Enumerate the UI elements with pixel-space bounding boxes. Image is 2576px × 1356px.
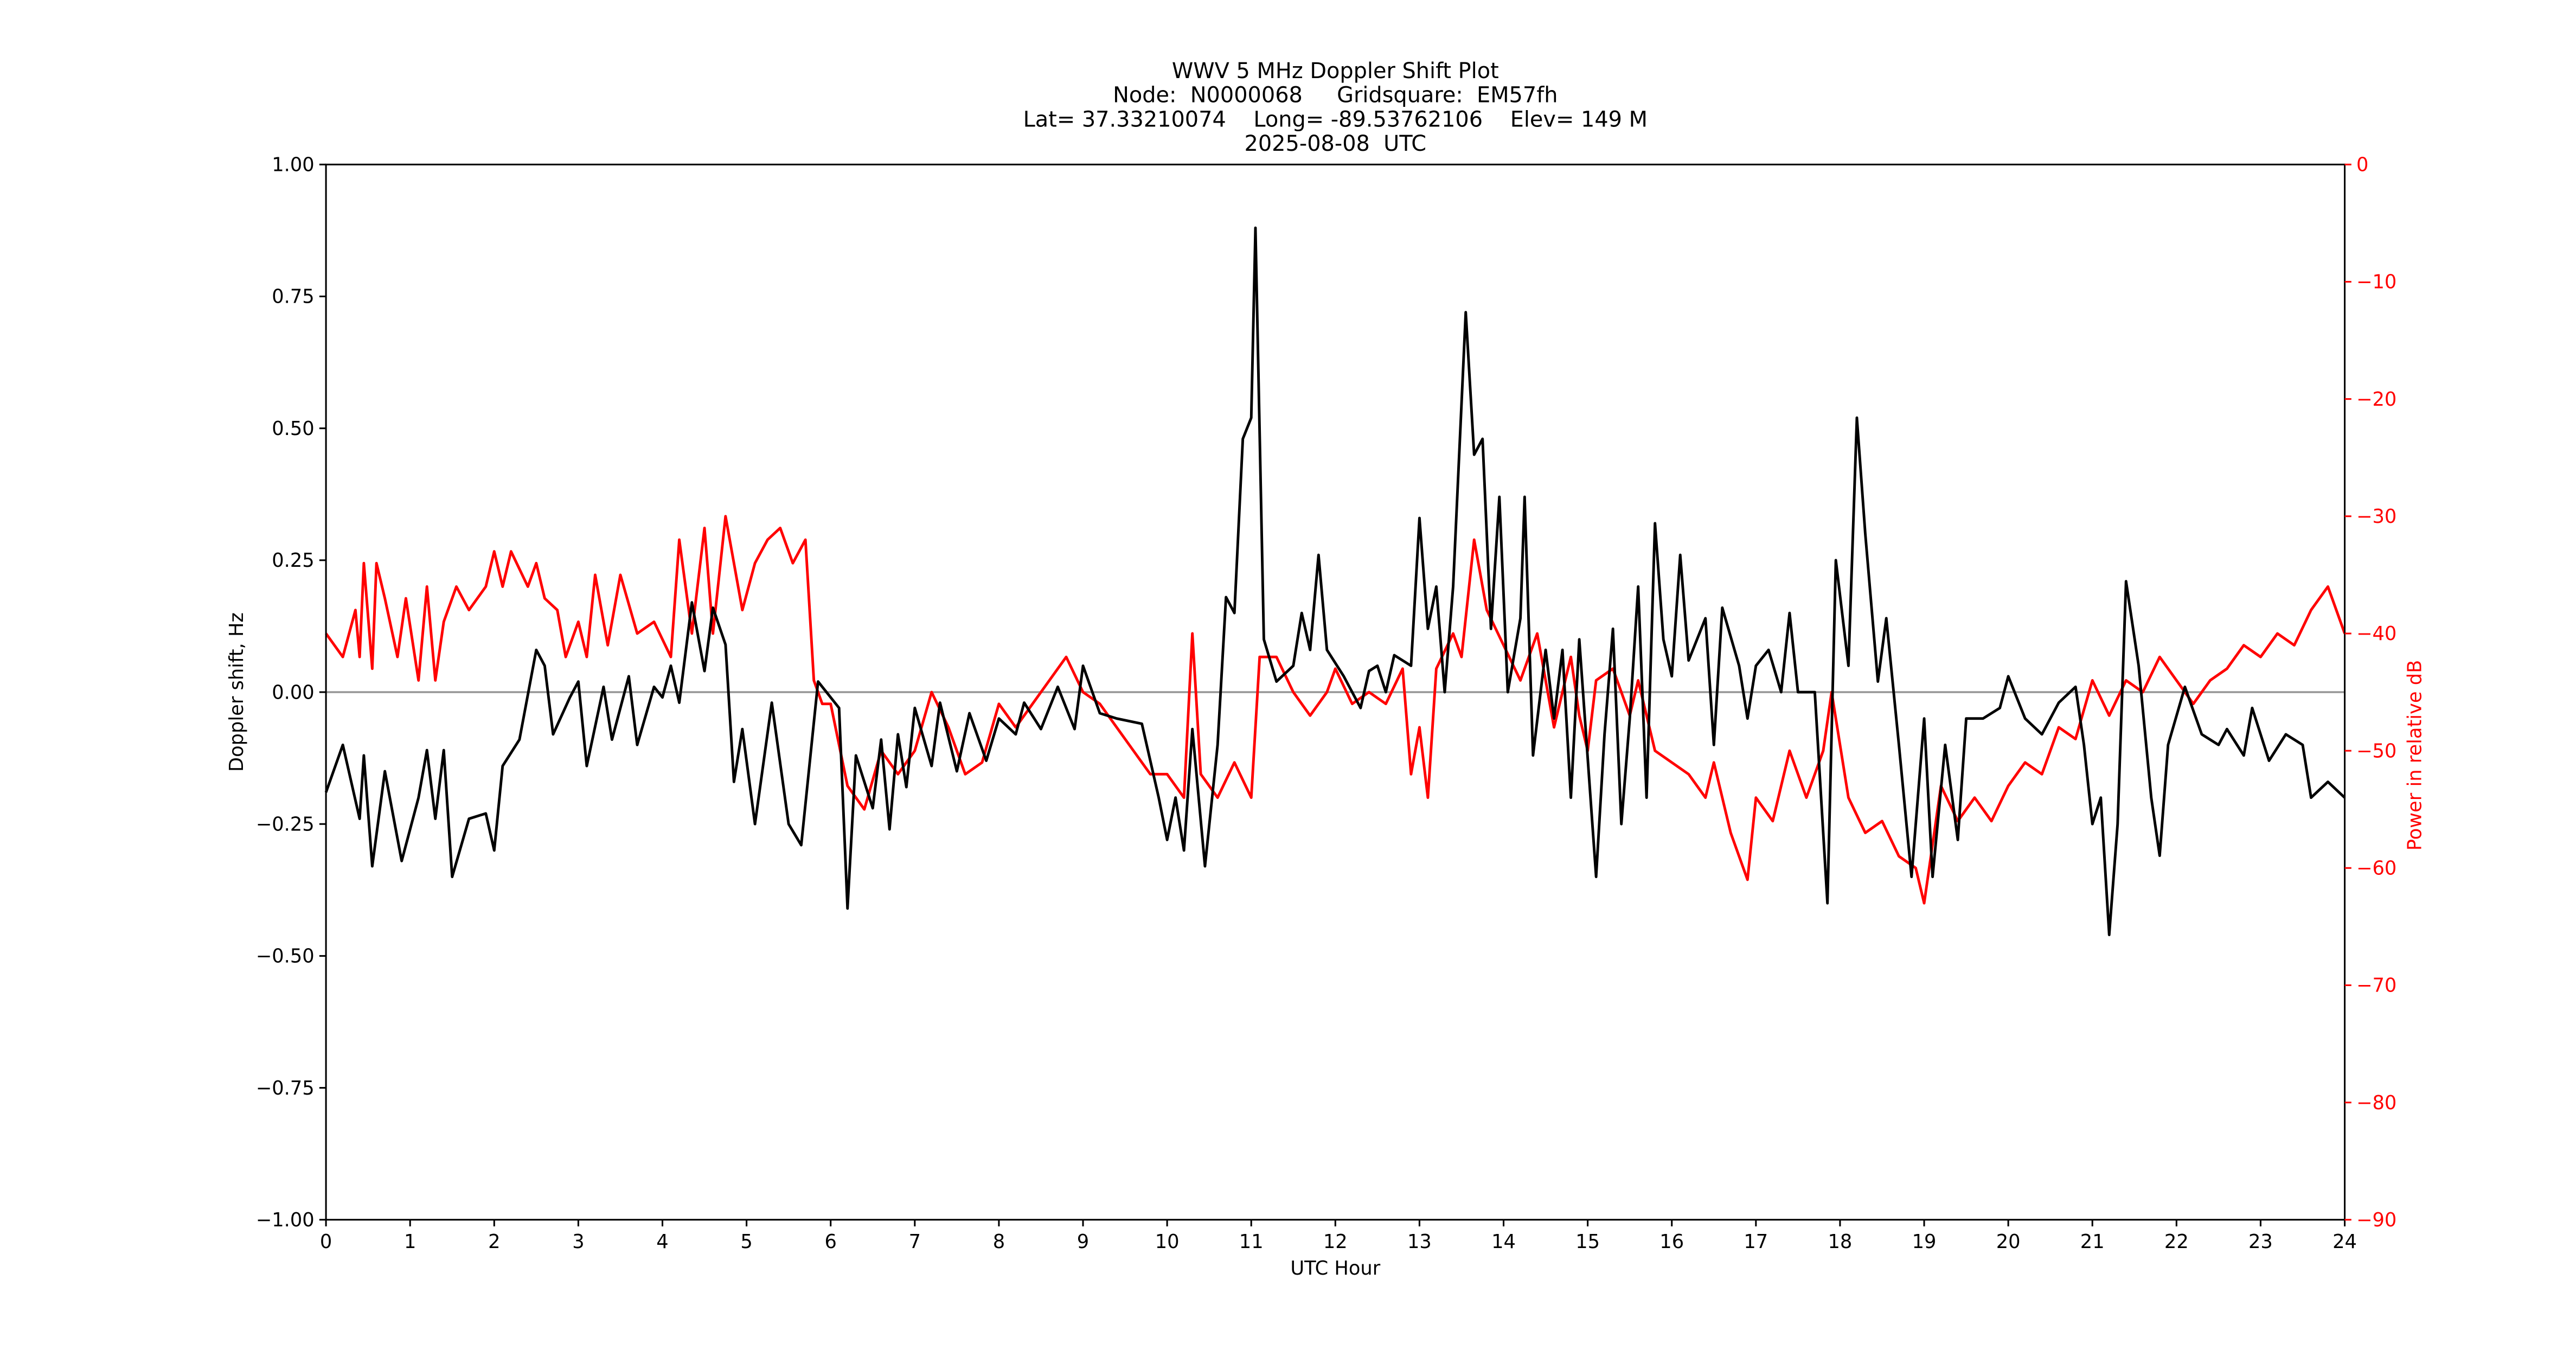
x-tick-label: 9 [1077,1231,1089,1253]
y2-tick-label: 0 [2356,154,2368,176]
x-tick-label: 7 [909,1231,921,1253]
x-tick-label: 14 [1491,1231,1516,1253]
y-tick-label: −0.50 [256,945,315,968]
y2-tick-label: −90 [2356,1209,2396,1231]
x-tick-label: 22 [2164,1231,2189,1253]
x-tick-label: 24 [2333,1231,2357,1253]
y-tick-label: 0.25 [272,549,314,572]
x-tick-label: 11 [1239,1231,1264,1253]
x-tick-label: 23 [2248,1231,2273,1253]
x-tick-label: 21 [2080,1231,2105,1253]
x-axis-label: UTC Hour [1290,1257,1380,1280]
x-tick-label: 1 [404,1231,416,1253]
y2-tick-label: −80 [2356,1092,2396,1114]
y2-tick-label: −70 [2356,975,2396,997]
data-line [324,226,2346,936]
y-tick-label: −1.00 [256,1209,315,1231]
x-tick-label: 15 [1575,1231,1600,1253]
y2-tick-label: −30 [2356,506,2396,528]
y2-axis-label: Power in relative dB [2404,660,2426,851]
y-tick-label: 0.00 [272,681,314,703]
x-tick-label: 5 [740,1231,752,1253]
chart-title: Lat= 37.33210074 Long= -89.53762106 Elev… [1023,107,1648,132]
x-tick-label: 12 [1323,1231,1348,1253]
chart-title: WWV 5 MHz Doppler Shift Plot [1172,59,1499,84]
x-tick-label: 3 [572,1231,584,1253]
plot-frame [325,163,2346,1221]
x-tick-label: 16 [1659,1231,1684,1253]
y-tick-label: 0.75 [272,286,314,308]
x-tick-label: 6 [824,1231,836,1253]
y2-tick-label: −50 [2356,740,2396,762]
y-tick-label: 1.00 [272,154,314,176]
x-tick-label: 4 [656,1231,668,1253]
y2-tick-label: −20 [2356,388,2396,411]
x-tick-label: 20 [1996,1231,2021,1253]
y-tick-label: −0.25 [256,813,315,835]
x-tick-label: 0 [320,1231,332,1253]
x-tick-label: 13 [1407,1231,1432,1253]
x-tick-label: 10 [1155,1231,1180,1253]
y-tick-label: −0.75 [256,1077,315,1099]
y2-tick-label: −40 [2356,623,2396,645]
y-axis-label: Doppler shift, Hz [226,612,248,772]
chart-title: Node: N0000068 Gridsquare: EM57fh [1113,83,1558,108]
chart-title: 2025-08-08 UTC [1245,131,1427,156]
y2-tick-label: −60 [2356,858,2396,880]
y2-tick-label: −10 [2356,271,2396,293]
x-tick-label: 19 [1912,1231,1937,1253]
x-tick-label: 18 [1828,1231,1853,1253]
x-tick-label: 17 [1744,1231,1768,1253]
x-tick-label: 2 [488,1231,500,1253]
y-tick-label: 0.50 [272,418,314,440]
x-tick-label: 8 [993,1231,1005,1253]
